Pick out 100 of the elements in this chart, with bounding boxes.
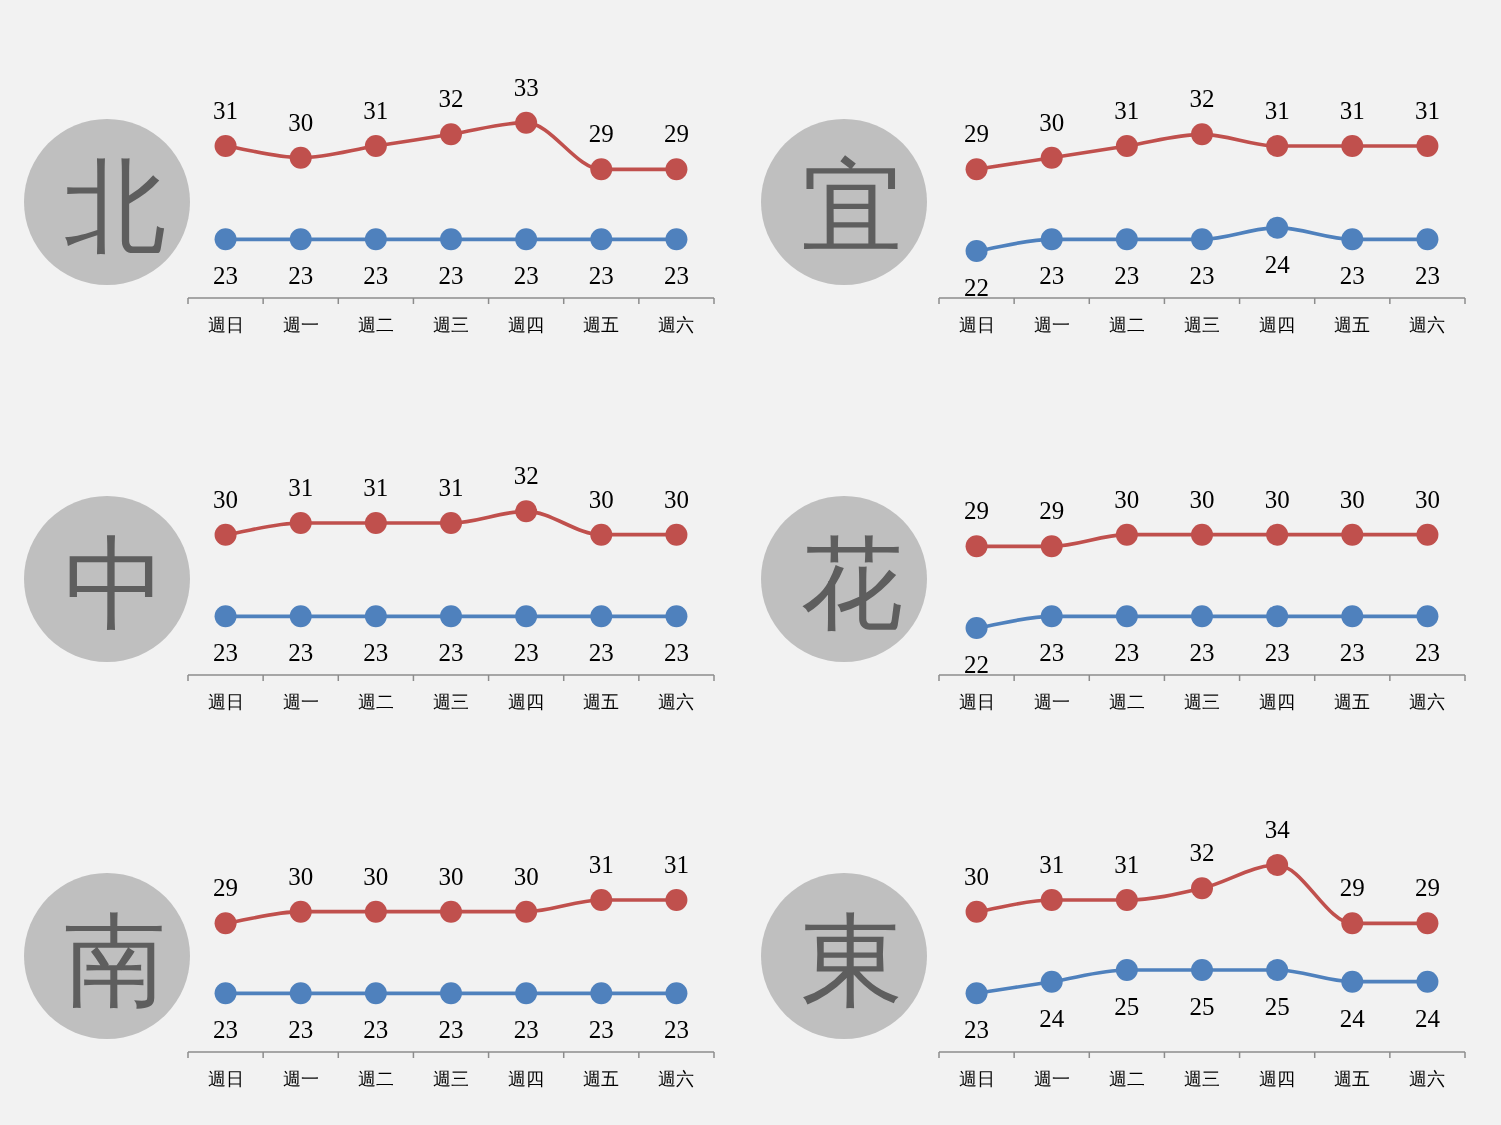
data-label: 23 [363, 1016, 389, 1044]
data-label: 29 [1339, 874, 1365, 902]
x-tick-label: 週日 [207, 1069, 244, 1089]
point [364, 900, 387, 923]
point [1416, 135, 1439, 157]
point [289, 146, 312, 169]
data-label: 23 [663, 639, 689, 667]
x-tick-label: 週五 [583, 315, 620, 335]
x-tick-label: 週三 [1184, 692, 1220, 712]
point [1266, 959, 1289, 981]
point [965, 900, 988, 923]
data-label: 30 [663, 485, 689, 513]
point [965, 982, 988, 1005]
data-label: 23 [363, 639, 389, 667]
data-label: 23 [588, 1016, 614, 1044]
point [440, 123, 462, 146]
point [440, 605, 462, 628]
point [965, 535, 988, 558]
data-label: 29 [663, 120, 689, 148]
point [590, 889, 613, 911]
point [665, 158, 688, 181]
data-label: 23 [513, 1016, 539, 1044]
x-tick-label: 週二 [1108, 315, 1145, 335]
point [289, 512, 312, 534]
data-label: 22 [964, 651, 990, 678]
data-label: 29 [964, 497, 990, 525]
point [364, 512, 387, 534]
point [214, 523, 237, 546]
data-label: 23 [1189, 639, 1215, 667]
x-tick-label: 週四 [508, 1069, 545, 1089]
point [665, 889, 688, 911]
data-label: 23 [1114, 262, 1140, 290]
x-tick-label: 週三 [433, 692, 469, 712]
data-label: 31 [363, 97, 389, 124]
x-tick-label: 週二 [357, 692, 394, 712]
data-label: 23 [1114, 639, 1140, 667]
chart-title: 東 [801, 901, 903, 1020]
point [214, 912, 237, 935]
point [1040, 605, 1063, 628]
data-label: 31 [1039, 851, 1065, 878]
point [440, 900, 462, 923]
data-label: 30 [1039, 108, 1065, 136]
point [1266, 854, 1289, 876]
x-tick-label: 週一 [1033, 315, 1070, 335]
data-label: 29 [588, 120, 614, 148]
data-label: 23 [513, 262, 539, 290]
data-label: 23 [588, 639, 614, 667]
point [1341, 970, 1364, 993]
x-tick-label: 週六 [658, 1069, 695, 1089]
x-tick-label: 週一 [282, 692, 319, 712]
data-label: 31 [288, 474, 314, 501]
x-tick-label: 週四 [1259, 315, 1296, 335]
point [1266, 216, 1289, 239]
point [364, 135, 387, 157]
point [440, 228, 462, 251]
point [515, 228, 538, 251]
point [1191, 228, 1213, 251]
data-label: 30 [1414, 485, 1440, 513]
data-label: 30 [1339, 485, 1365, 513]
data-label: 29 [964, 120, 990, 148]
x-tick-label: 週三 [1184, 1069, 1220, 1089]
data-label: 31 [1264, 97, 1290, 124]
data-label: 23 [288, 639, 314, 667]
data-label: 24 [1039, 1004, 1065, 1032]
data-label: 23 [1339, 262, 1365, 290]
point [214, 605, 237, 628]
x-tick-label: 週五 [583, 692, 620, 712]
point [1341, 135, 1364, 157]
point [1266, 605, 1289, 628]
point [1115, 959, 1138, 981]
data-label: 30 [288, 862, 314, 890]
point [515, 111, 538, 134]
data-label: 23 [288, 262, 314, 290]
data-label: 30 [513, 862, 539, 890]
x-tick-label: 週日 [958, 692, 995, 712]
data-label: 23 [964, 1016, 990, 1044]
point [364, 982, 387, 1005]
point [1191, 123, 1213, 146]
data-label: 29 [1039, 497, 1065, 525]
data-label: 23 [588, 262, 614, 290]
data-label: 25 [1189, 993, 1215, 1020]
point [214, 135, 237, 157]
point [665, 228, 688, 251]
point [1341, 912, 1364, 935]
point [1416, 523, 1439, 546]
point [1416, 970, 1439, 993]
data-label: 25 [1114, 993, 1140, 1020]
point [289, 605, 312, 628]
x-tick-label: 週日 [958, 315, 995, 335]
data-label: 32 [1189, 839, 1215, 867]
data-label: 23 [513, 639, 539, 667]
data-label: 23 [663, 262, 689, 290]
point [1191, 523, 1213, 546]
data-label: 23 [213, 1016, 239, 1044]
data-label: 31 [588, 851, 614, 878]
x-tick-label: 週一 [1033, 1069, 1070, 1089]
point [1416, 228, 1439, 251]
data-label: 25 [1264, 993, 1290, 1020]
x-tick-label: 週二 [357, 1069, 394, 1089]
data-label: 32 [513, 462, 539, 490]
